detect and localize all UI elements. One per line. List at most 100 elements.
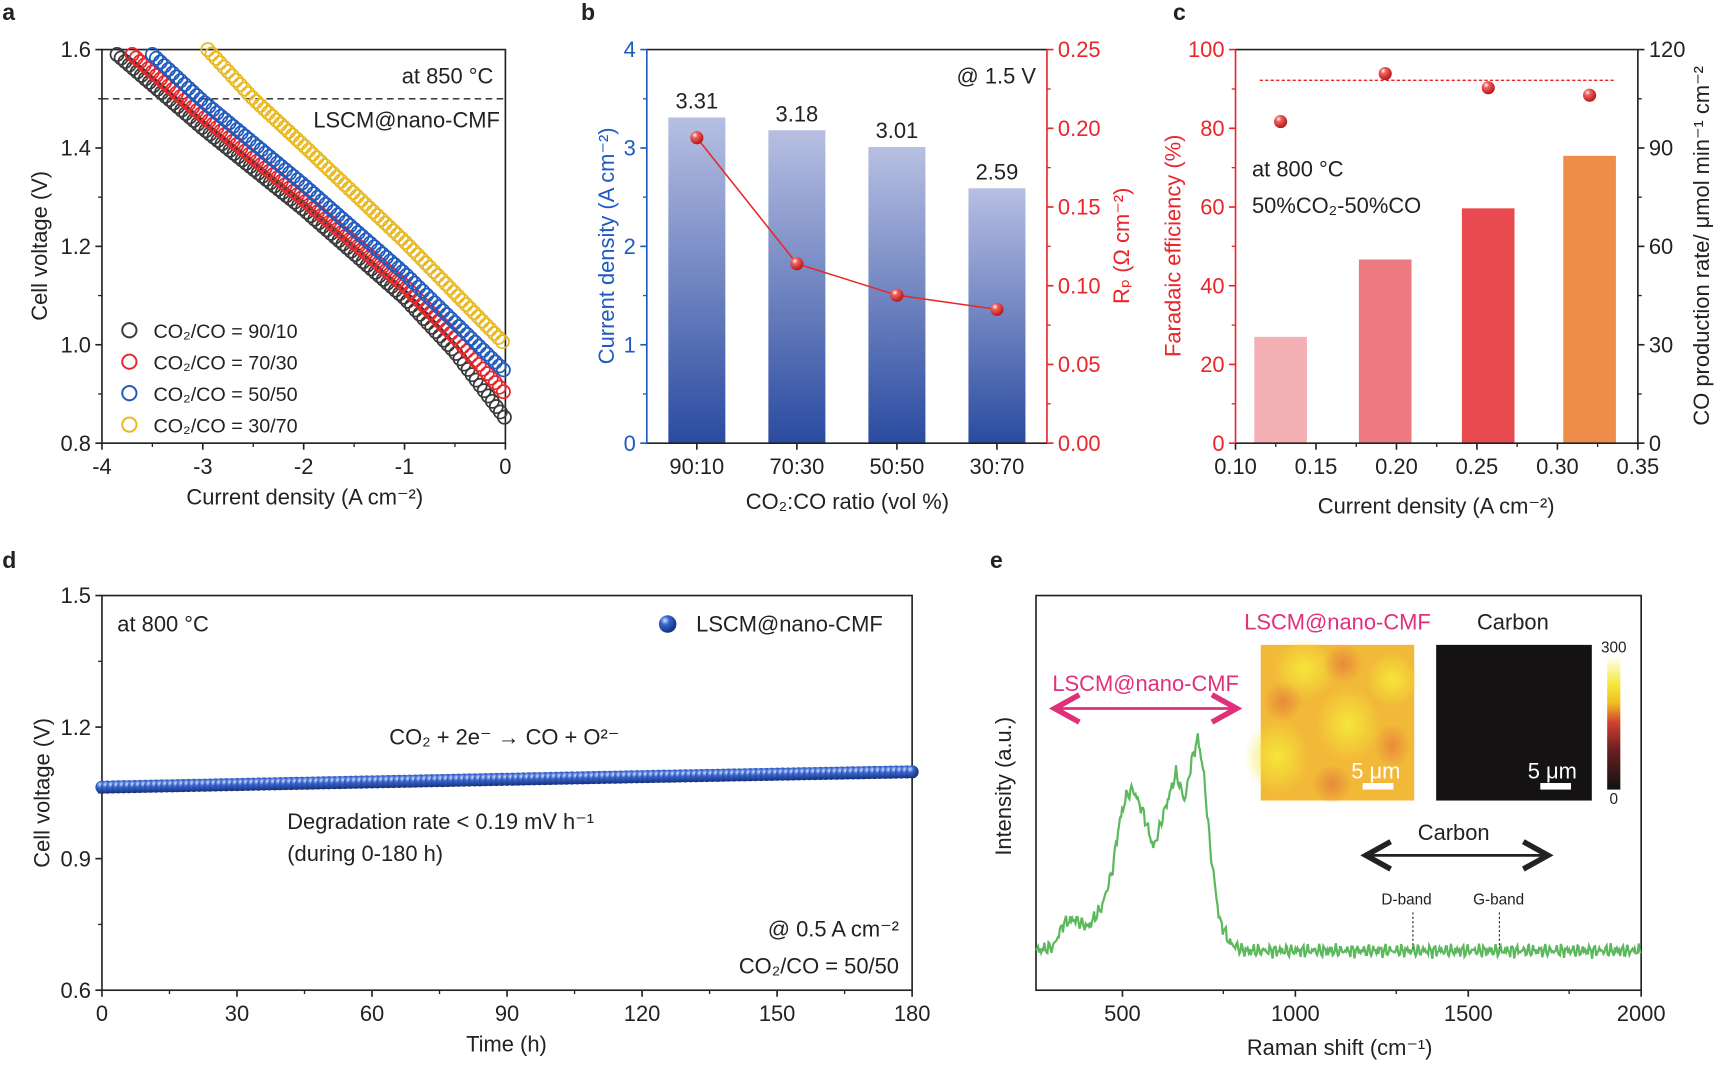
data-point (422, 259, 438, 275)
data-point (443, 311, 459, 327)
data-point (240, 85, 256, 101)
data-point (395, 264, 410, 280)
panel-c-y2-tick-label: 0 (1649, 431, 1661, 456)
panel-e-map1-title: LSCM@nano-CMF (1244, 610, 1431, 635)
data-point (353, 192, 369, 208)
faradaic-efficiency-point (1378, 67, 1392, 81)
data-point (325, 165, 341, 181)
data-point (289, 131, 305, 147)
data-point (365, 204, 381, 220)
data-point (144, 47, 160, 62)
panel-d-chart: Cell voltage (V) Time (h) at 800 °C LSCM… (29, 583, 930, 1056)
data-point (423, 291, 439, 307)
panel-b-ylabel: Current density (A cm⁻²) (594, 127, 619, 364)
data-point (216, 59, 232, 75)
panel-e-map2-title: Carbon (1477, 610, 1549, 635)
data-point (309, 150, 325, 166)
data-point (482, 321, 498, 337)
panel-a-legend: CO₂/CO = 90/10 CO₂/CO = 70/30 CO₂/CO = 50/… (121, 321, 298, 437)
data-point (281, 124, 297, 139)
data-point (483, 370, 499, 386)
data-point (438, 276, 454, 292)
panel-c-y-tick-label: 60 (1200, 195, 1224, 220)
panel-a-x-tick-label: -4 (92, 454, 111, 479)
panel-b-y2-tick-label: 0.10 (1058, 273, 1101, 298)
data-point (434, 272, 450, 288)
production-rate-bar (1563, 155, 1616, 444)
data-point (204, 46, 220, 62)
panel-d-degradation-rate: Degradation rate < 0.19 mV h⁻¹ (287, 809, 594, 834)
panel-d-x-tick-label: 120 (624, 1001, 661, 1026)
data-point (403, 271, 419, 287)
data-point (406, 243, 422, 259)
panel-a-x-tick-label: -1 (395, 454, 414, 479)
bar (668, 117, 726, 444)
data-point (415, 283, 431, 299)
data-point (345, 185, 361, 200)
data-point (495, 384, 511, 400)
rp-point (690, 131, 704, 145)
data-point (148, 50, 164, 66)
faradaic-efficiency-point (1481, 81, 1495, 95)
panel-e-frame (1035, 594, 1642, 992)
panel-b-x-tick-label: 50:50 (869, 454, 924, 479)
panel-b-y-tick-label: 1 (624, 332, 636, 357)
data-point (450, 288, 466, 304)
colorbar-max-label: 300 (1601, 640, 1627, 657)
raman-map-carbon-scale-label: 5 μm (1528, 759, 1577, 784)
data-point (399, 267, 415, 283)
raman-map-lscm: 5 μm (1244, 638, 1420, 804)
data-point (310, 189, 326, 205)
data-point (463, 330, 479, 346)
data-point (305, 146, 321, 162)
production-rate-bar (1358, 259, 1412, 444)
panel-c-chart: Faradaic efficiency (%) CO production ra… (1161, 37, 1714, 518)
data-point (217, 112, 233, 128)
panel-c-y-tick-label: 0 (1212, 431, 1224, 456)
data-point (474, 313, 490, 329)
data-point (418, 255, 434, 271)
data-point (278, 162, 293, 178)
data-point (427, 295, 443, 311)
raman-spectrum-line (1035, 733, 1642, 961)
data-point (411, 279, 427, 295)
data-point (220, 63, 236, 79)
faradaic-efficiency-point (1583, 88, 1597, 102)
data-point (435, 303, 451, 319)
panel-e-x-tick-label: 2000 (1617, 1001, 1666, 1026)
data-point (349, 188, 365, 204)
panel-label-d: d (2, 547, 16, 573)
data-point (466, 305, 482, 321)
legend-marker (121, 353, 138, 370)
data-point (478, 317, 494, 333)
data-point (470, 309, 486, 325)
data-point (475, 361, 491, 377)
data-point (248, 94, 264, 110)
data-point (209, 105, 225, 121)
data-point (185, 84, 201, 100)
panel-d-reaction-equation: CO₂ + 2e⁻ → CO + O²⁻ (389, 725, 619, 750)
data-point (302, 182, 318, 198)
data-point (224, 68, 240, 84)
panel-b-chart: Current density (A cm⁻²) Rₚ (Ω cm⁻²) CO₂… (594, 37, 1134, 514)
panel-c-ylabel: Faradaic efficiency (%) (1161, 135, 1186, 357)
data-point (385, 223, 401, 239)
data-point (152, 54, 168, 70)
legend-label: CO₂/CO = 30/70 (153, 415, 297, 437)
data-point (208, 50, 224, 66)
data-point (213, 108, 229, 124)
panel-b-x-tick-label: 30:70 (970, 454, 1025, 479)
panel-a-x-tick-label: -2 (294, 454, 313, 479)
data-point (161, 61, 176, 77)
panel-c-xlabel: Current density (A cm⁻²) (1318, 493, 1555, 518)
panel-b-y2label: Rₚ (Ω cm⁻²) (1109, 188, 1134, 304)
data-point (402, 239, 418, 255)
bar-value-label: 2.59 (976, 160, 1019, 185)
data-point (442, 280, 458, 296)
data-point (357, 196, 373, 212)
data-point (483, 350, 499, 366)
data-point (228, 72, 244, 88)
panel-d-current-density: @ 0.5 A cm⁻² (768, 916, 899, 941)
data-point (261, 148, 277, 164)
production-rate-bar (1461, 208, 1515, 444)
